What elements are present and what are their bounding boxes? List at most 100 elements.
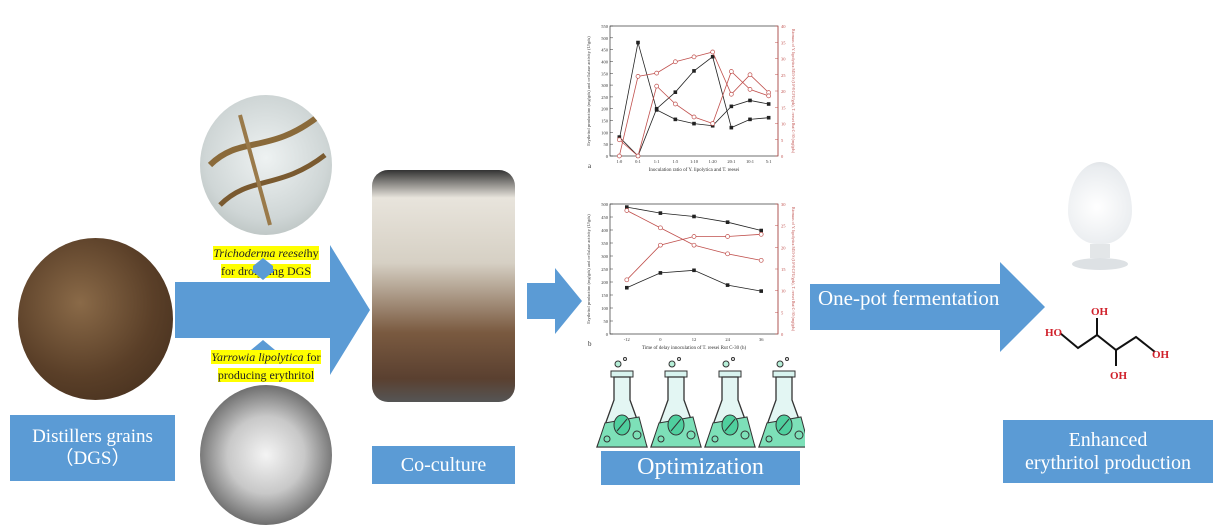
y-tick-label: 450 [601,215,609,220]
data-point [748,117,752,122]
arrow-to-optimization [527,268,582,334]
y2-tick-label: 5 [781,138,784,143]
data-point [725,234,730,239]
y-tick-label: 100 [601,130,609,135]
series-line [626,233,762,281]
data-point [725,251,730,257]
data-point [672,101,678,107]
data-point [616,153,622,159]
y-tick-label: 350 [601,71,609,76]
data-point [691,242,697,248]
x-tick-label: -12 [624,337,630,342]
x-tick-label: 0:1 [635,159,641,164]
x-tick-label: 20:1 [727,159,735,164]
y2-axis-label: Biomass of Y. lipolytica M53-S (10^8 CFU… [790,207,796,332]
y-tick-label: 150 [601,119,609,124]
data-point [729,125,734,130]
x-axis-label: Inoculation ratio of Y. lipolytica and T… [649,168,740,173]
y2-tick-label: 25 [781,73,786,78]
y-tick-label: 150 [601,293,609,298]
data-point [635,153,641,159]
down-arrow-small [251,264,275,280]
y2-axis-label: Biomass of Y. lipolytica M53-S (10^8 CFU… [790,29,796,154]
y2-tick-label: 5 [781,310,784,315]
data-point [692,69,696,73]
data-point [625,205,629,209]
y-tick-label: 0 [606,332,609,337]
data-point [725,283,730,287]
x-tick-label: 1:5 [672,159,679,164]
y-tick-label: 450 [601,48,609,53]
y-axis-label: Erythritol production (mg/gds) and cellu… [586,36,591,146]
y-tick-label: 400 [601,59,609,64]
data-point [691,114,697,120]
x-axis-label: Time of delay innoculation of T. reesei … [642,346,747,351]
data-point [710,49,716,55]
yarrowia-micrograph [200,385,332,525]
y2-tick-label: 15 [781,267,786,272]
y-tick-label: 200 [601,107,609,112]
y-tick-label: 250 [601,267,609,272]
data-point [725,220,730,224]
dgs-label-box: Distillers grains （DGS） [10,415,175,481]
y2-tick-label: 20 [781,89,786,94]
y-tick-label: 100 [601,306,609,311]
data-point [617,135,622,139]
arrow-one-pot-fermentation [810,262,1045,352]
y-axis-label: Erythritol production (mg/gds) and cellu… [586,214,591,324]
data-point [747,72,753,78]
dgs-photo [18,238,173,400]
series-line [626,269,762,292]
data-point [635,74,641,79]
oh-label: HO [1045,327,1063,339]
data-point [672,59,678,65]
yarrowia-role: producing erythritol [217,368,315,382]
coculture-label: Co-culture [400,453,487,476]
data-point [692,214,696,219]
data-point [691,234,697,239]
enhanced-label-line1: Enhanced [1068,428,1148,451]
data-point [758,231,764,237]
trichoderma-micrograph [200,95,332,235]
enhanced-label-box: Enhanced erythritol production [1003,420,1213,483]
oh-label: OH [1110,370,1128,382]
data-point [747,87,753,92]
data-point [710,54,715,59]
coculture-flask-photo [372,170,515,402]
data-point [692,121,696,126]
panel-label: a [588,162,592,170]
data-point [691,54,697,60]
data-point [728,91,734,97]
y-tick-label: 350 [601,241,609,246]
optimization-label-box: Optimization [601,451,800,485]
y2-tick-label: 30 [781,202,786,207]
x-tick-label: 12 [692,337,697,342]
enhanced-label-line2: erythritol production [1024,451,1192,474]
data-point [624,277,630,283]
data-point [654,83,660,89]
data-point [658,225,663,231]
y2-tick-label: 30 [781,57,786,62]
x-tick-label: 5:1 [766,159,772,164]
data-point [766,102,771,106]
y-tick-label: 500 [601,202,609,207]
data-point [624,208,630,213]
flask-icon [596,357,648,448]
data-point [766,115,771,120]
y2-tick-label: 10 [781,289,786,294]
y2-tick-label: 15 [781,105,786,110]
optimization-label: Optimization [637,454,764,481]
erythritol-structure: OH HO OH OH [1045,306,1170,382]
y-tick-label: 300 [601,254,609,259]
dgs-label-line1: Distillers grains [32,426,153,448]
oh-label: OH [1091,306,1109,318]
x-tick-label: 1:0 [616,159,623,164]
yarrowia-label: Yarrowia lipolytica for producing erythr… [211,350,321,382]
y-tick-label: 200 [601,280,609,285]
y2-tick-label: 35 [781,40,786,45]
x-tick-label: 24 [725,337,730,342]
data-point [673,117,678,122]
series-line [626,206,762,231]
chart-b: 0501001502002503003504004505000510152025… [586,202,796,351]
y-tick-label: 50 [604,319,609,324]
